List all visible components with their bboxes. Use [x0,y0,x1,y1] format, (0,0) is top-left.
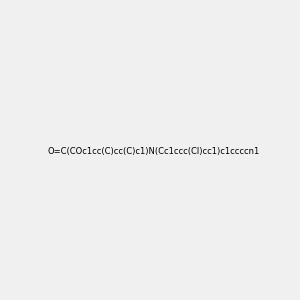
Text: O=C(COc1cc(C)cc(C)c1)N(Cc1ccc(Cl)cc1)c1ccccn1: O=C(COc1cc(C)cc(C)c1)N(Cc1ccc(Cl)cc1)c1c… [48,147,260,156]
